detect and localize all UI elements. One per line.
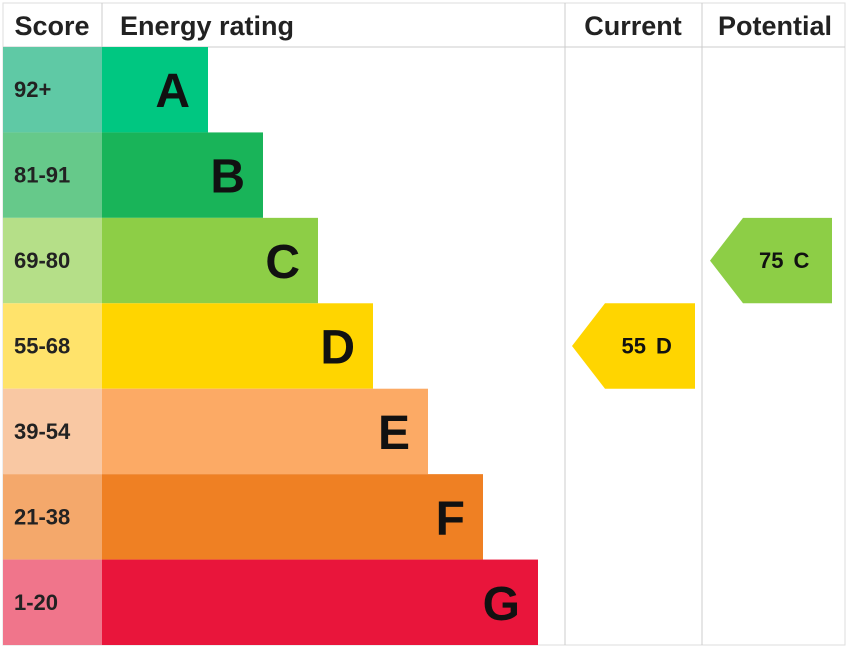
current-rating: D [656,334,672,359]
score-label: 1-20 [14,590,58,615]
score-cell [3,303,102,389]
score-label: 81-91 [14,163,70,188]
score-label: 39-54 [14,419,71,444]
potential-rating: C [794,248,810,273]
rating-letter: A [155,65,190,118]
score-cell [3,47,102,133]
score-label: 92+ [14,77,51,102]
score-cell [3,388,102,475]
score-label: 21-38 [14,504,70,529]
potential-score: 75 [759,248,783,273]
score-cell [3,474,102,560]
score-label: 69-80 [14,248,70,273]
current-arrow [572,303,695,389]
current-score: 55 [622,334,646,359]
rating-letter: F [436,492,465,545]
header-rating: Energy rating [120,11,294,41]
rating-bar [102,303,373,389]
rating-letter: E [378,407,410,460]
rating-letter: C [265,236,300,289]
rating-bar [102,559,538,645]
rating-bar [102,217,318,304]
score-cell [3,132,102,218]
potential-arrow [710,217,832,304]
header-potential: Potential [718,11,832,41]
rating-bar [102,474,483,560]
rating-bar [102,388,428,475]
rating-bar [102,47,208,133]
score-cell [3,217,102,304]
score-label: 55-68 [14,334,70,359]
score-cell [3,559,102,645]
rating-letter: B [210,151,245,204]
header-current: Current [584,11,682,41]
rating-bar [102,132,263,218]
rating-letter: G [483,578,520,631]
rating-letter: D [320,322,355,375]
header-score: Score [14,11,89,41]
